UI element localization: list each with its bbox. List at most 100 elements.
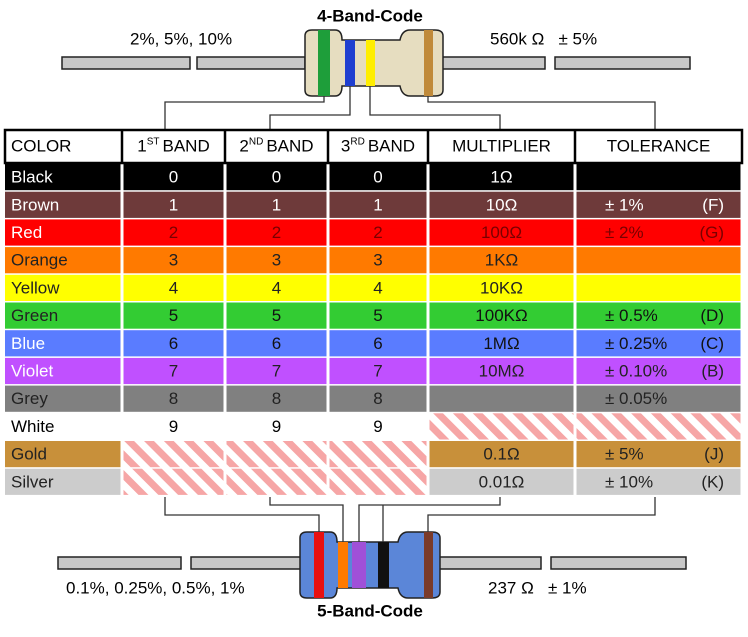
cell-text: 4 xyxy=(373,278,382,297)
cell-text: 4 xyxy=(169,278,178,297)
cell-text: 1MΩ xyxy=(483,334,519,353)
cell-text: 5 xyxy=(272,306,281,325)
header-cell: 2ND BAND xyxy=(239,136,313,156)
cell-text: ± 1% xyxy=(605,195,644,214)
row-background xyxy=(5,413,121,440)
cell-text: 7 xyxy=(373,361,382,380)
cell-background xyxy=(226,191,327,218)
color-name: Black xyxy=(11,168,53,187)
cell-background xyxy=(576,274,741,301)
header-number: 2 xyxy=(239,137,248,156)
cell-text: 7 xyxy=(169,361,178,380)
cell-text: 8 xyxy=(373,389,382,408)
cell-text: 0 xyxy=(272,168,281,187)
cell-background xyxy=(576,357,741,385)
hatched-cell xyxy=(576,413,741,440)
cell-background xyxy=(429,468,574,495)
cell-text: 1KΩ xyxy=(485,251,519,270)
color-name: Red xyxy=(11,223,42,242)
cell-background xyxy=(576,468,741,495)
cell-background xyxy=(123,302,224,329)
cell-text: 1 xyxy=(373,195,382,214)
cell-background xyxy=(226,330,327,357)
header-word: MULTIPLIER xyxy=(452,137,551,156)
cell-background xyxy=(226,357,327,385)
header-suffix: ST xyxy=(147,136,160,147)
cell-text: ± 5% xyxy=(605,445,644,464)
color-name: Grey xyxy=(11,389,48,408)
color-name: Silver xyxy=(11,472,54,491)
cell-background xyxy=(429,302,574,329)
cell-background xyxy=(226,164,327,191)
row-background xyxy=(5,330,121,357)
cell-text: (K) xyxy=(701,472,724,491)
cell-text: 6 xyxy=(272,334,281,353)
header-word: TOLERANCE xyxy=(607,137,711,156)
color-name: Gold xyxy=(11,445,47,464)
title: 5-Band-Code xyxy=(317,601,423,620)
cell-text: 10KΩ xyxy=(480,278,523,297)
color-name: Brown xyxy=(11,195,59,214)
cell-background xyxy=(329,357,427,385)
cell-text: 6 xyxy=(169,334,178,353)
header-cell: 3RD BAND xyxy=(341,136,415,156)
hatched-cell xyxy=(329,468,427,495)
cell-text: ± 0.10% xyxy=(605,361,667,380)
cell-background xyxy=(429,247,574,274)
four-band-resistor xyxy=(61,29,691,97)
cell-background xyxy=(576,302,741,329)
cell-background xyxy=(123,413,224,440)
color-name: White xyxy=(11,417,54,436)
cell-text: 3 xyxy=(373,251,382,270)
row-background xyxy=(5,191,121,218)
row-background xyxy=(5,468,121,495)
cell-background xyxy=(123,219,224,246)
cell-text: 0 xyxy=(373,168,382,187)
cell-text: 0.1Ω xyxy=(483,445,519,464)
cell-background xyxy=(226,385,327,412)
cell-text: 2 xyxy=(373,223,382,242)
row-background xyxy=(5,302,121,329)
cell-text: 9 xyxy=(272,417,281,436)
cell-text: 5 xyxy=(373,306,382,325)
row-background xyxy=(5,219,121,246)
header-word: BAND xyxy=(163,137,210,156)
cell-text: 1 xyxy=(272,195,281,214)
hatched-cell xyxy=(226,441,327,468)
cell-text: 9 xyxy=(169,417,178,436)
hatched-cell xyxy=(226,468,327,495)
cell-background xyxy=(123,247,224,274)
row-background xyxy=(5,441,121,468)
cell-background xyxy=(226,247,327,274)
hatched-cell xyxy=(123,468,224,495)
header-suffix: ND xyxy=(249,136,263,147)
five-band-resistor xyxy=(57,531,687,599)
cell-background xyxy=(123,274,224,301)
cell-text: 6 xyxy=(373,334,382,353)
cell-background xyxy=(429,274,574,301)
cell-background xyxy=(429,219,574,246)
cell-background xyxy=(123,191,224,218)
cell-text: 0 xyxy=(169,168,178,187)
hatched-cell xyxy=(329,441,427,468)
cell-background xyxy=(429,191,574,218)
cell-background xyxy=(329,219,427,246)
row-background xyxy=(5,274,121,301)
cell-background xyxy=(226,302,327,329)
cell-background xyxy=(429,385,574,412)
row-background xyxy=(5,247,121,274)
cell-background xyxy=(429,164,574,191)
cell-text: (F) xyxy=(702,195,724,214)
cell-text: ± 0.25% xyxy=(605,334,667,353)
hatched-cell xyxy=(123,441,224,468)
cell-background xyxy=(329,191,427,218)
cell-text: 5 xyxy=(169,306,178,325)
color-name: Violet xyxy=(11,361,53,380)
header-number: 3 xyxy=(341,137,350,156)
cell-background xyxy=(329,413,427,440)
cell-text: 100Ω xyxy=(481,223,522,242)
cell-background xyxy=(329,302,427,329)
cell-background xyxy=(429,441,574,468)
cell-text: ± 0.5% xyxy=(605,306,658,325)
